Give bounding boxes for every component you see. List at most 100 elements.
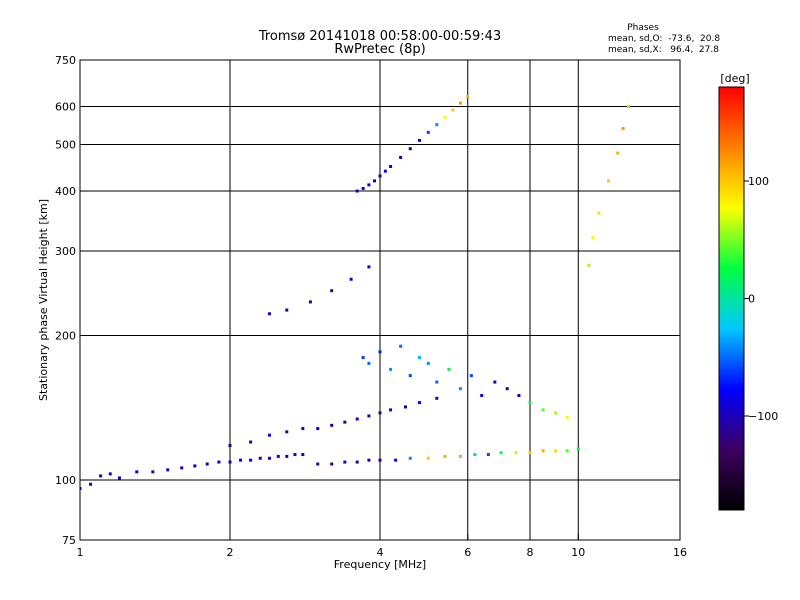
data-point — [541, 449, 545, 453]
data-point — [435, 380, 439, 384]
data-point — [343, 420, 347, 424]
data-point — [417, 401, 421, 405]
y-tick-label: 75 — [62, 534, 76, 547]
data-point — [367, 265, 371, 269]
phase-stat-o: mean, sd,O: -73.6, 20.8 — [608, 34, 720, 44]
data-point — [597, 211, 601, 215]
data-point — [301, 453, 305, 457]
x-tick-label: 8 — [527, 546, 534, 559]
colorbar-label: [deg] — [720, 72, 749, 85]
data-point — [267, 312, 271, 316]
data-point — [367, 361, 371, 365]
y-tick-label: 300 — [55, 245, 76, 258]
data-point — [249, 458, 253, 462]
data-point — [355, 417, 359, 421]
data-point — [528, 451, 532, 455]
y-axis-label: Stationary phase Virtual Height [km] — [37, 199, 50, 401]
data-point — [151, 470, 155, 474]
data-point — [308, 300, 312, 304]
data-point — [367, 458, 371, 462]
data-point — [301, 427, 305, 431]
data-point — [330, 423, 334, 427]
data-point — [285, 308, 289, 312]
data-point — [486, 453, 490, 457]
data-point — [426, 361, 430, 365]
data-point — [193, 464, 197, 468]
y-axis-ticks: 75 100 200 300 400 500 600 750 — [55, 54, 86, 547]
data-point — [316, 462, 320, 466]
data-point — [378, 458, 382, 462]
chart-title: Tromsø 20141018 00:58:00-00:59:43 — [258, 29, 501, 44]
data-point — [378, 174, 382, 178]
x-axis-label: Frequency [MHz] — [334, 558, 426, 571]
y-tick-label: 200 — [55, 330, 76, 343]
data-point — [517, 394, 521, 398]
data-point — [373, 179, 377, 183]
data-point — [330, 462, 334, 466]
data-point — [228, 444, 232, 448]
data-point — [443, 454, 447, 458]
data-point — [541, 408, 545, 412]
data-point — [80, 487, 82, 491]
colorbar-tick-label: 0 — [748, 293, 755, 306]
data-point — [276, 454, 280, 458]
data-point — [355, 460, 359, 464]
data-point — [621, 126, 625, 130]
data-point — [466, 94, 470, 98]
data-point — [426, 130, 430, 134]
data-point — [499, 451, 503, 455]
data-point — [349, 277, 353, 281]
data-point — [285, 454, 289, 458]
data-point — [417, 138, 421, 142]
y-tick-label: 100 — [55, 474, 76, 487]
data-point — [361, 355, 365, 359]
y-tick-label: 750 — [55, 54, 76, 67]
data-point — [205, 462, 209, 466]
data-point — [447, 367, 451, 371]
data-point — [217, 460, 221, 464]
data-point — [435, 396, 439, 400]
data-point — [458, 454, 462, 458]
data-point — [399, 344, 403, 348]
data-point — [576, 447, 580, 451]
phase-heading: Phases — [627, 23, 659, 33]
data-point — [408, 147, 412, 151]
data-point — [389, 408, 393, 412]
data-point — [528, 401, 532, 405]
data-point — [228, 460, 232, 464]
colorbar-tick-label: 100 — [748, 175, 769, 188]
data-point — [607, 179, 611, 183]
chart-subtitle: RwPretec (8p) — [334, 42, 425, 57]
data-point — [399, 155, 403, 159]
x-axis-ticks: 1 2 4 6 8 10 16 — [77, 534, 687, 559]
data-point — [99, 474, 103, 478]
data-point — [591, 236, 595, 240]
data-point — [258, 456, 262, 460]
data-point — [180, 466, 184, 470]
data-point — [408, 374, 412, 378]
data-point — [135, 470, 139, 474]
data-point — [473, 453, 477, 457]
data-point — [330, 289, 334, 293]
data-point — [316, 427, 320, 431]
colorbar — [718, 86, 745, 511]
data-point — [403, 405, 407, 409]
data-point — [480, 394, 484, 398]
data-point — [451, 108, 455, 112]
data-point — [435, 123, 439, 127]
x-tick-label: 10 — [571, 546, 585, 559]
data-point — [408, 456, 412, 460]
x-tick-label: 1 — [77, 546, 84, 559]
x-tick-label: 16 — [673, 546, 687, 559]
data-point — [285, 430, 289, 434]
data-points — [80, 94, 630, 491]
x-tick-label: 6 — [464, 546, 471, 559]
data-point — [458, 101, 462, 105]
phase-stat-x: mean, sd,X: 96.4, 27.8 — [608, 45, 719, 55]
colorbar-tick-label: −100 — [748, 410, 778, 423]
data-point — [493, 380, 497, 384]
data-point — [267, 433, 271, 437]
data-point — [514, 451, 518, 455]
data-point — [89, 482, 93, 486]
